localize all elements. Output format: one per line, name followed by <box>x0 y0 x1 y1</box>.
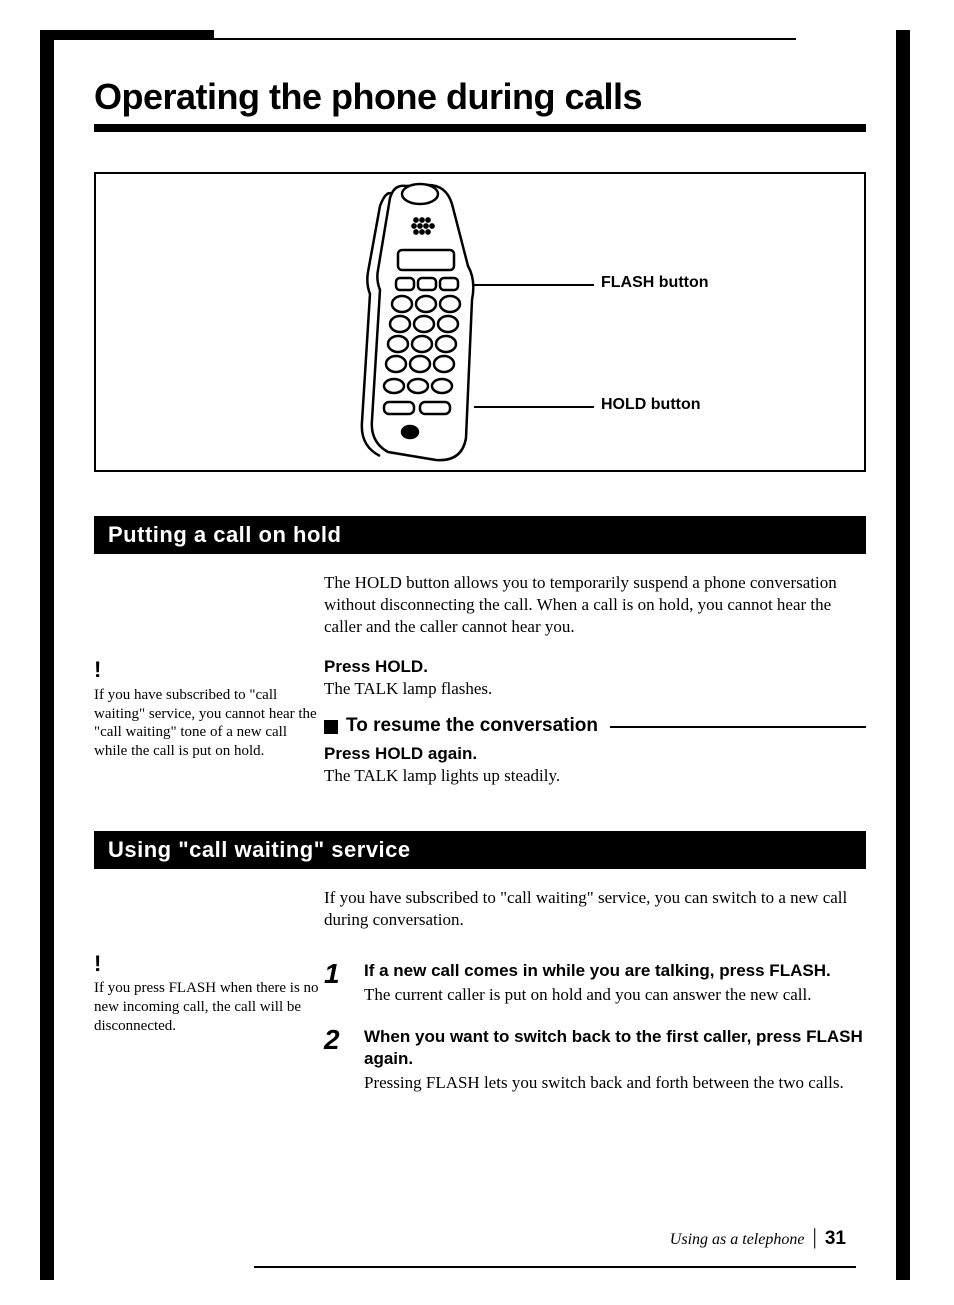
step1-body: The current caller is put on hold and yo… <box>364 984 866 1006</box>
callout-flash-label: FLASH button <box>601 274 709 292</box>
callout-line-hold <box>474 406 594 408</box>
step1-title: If a new call comes in while you are tal… <box>364 960 866 982</box>
step-2: 2 When you want to switch back to the fi… <box>324 1026 866 1094</box>
page-title: Operating the phone during calls <box>94 76 866 118</box>
bottom-rule <box>254 1266 856 1268</box>
section-heading-callwaiting: Using "call waiting" service <box>94 831 866 869</box>
callwaiting-sidenote: If you press FLASH when there is no new … <box>94 979 324 1035</box>
caution-mark-icon: ! <box>94 950 324 978</box>
title-underline <box>94 124 866 132</box>
page-footer: Using as a telephone | 31 <box>670 1224 846 1250</box>
top-rule-thin <box>214 38 796 40</box>
square-bullet-icon <box>324 720 338 734</box>
resume-heading-row: To resume the conversation <box>324 714 866 739</box>
press-hold-body: The TALK lamp flashes. <box>324 679 492 698</box>
step2-title: When you want to switch back to the firs… <box>364 1026 866 1070</box>
callout-hold-label: HOLD button <box>601 396 701 414</box>
resume-heading-line <box>610 726 866 728</box>
section-heading-hold: Putting a call on hold <box>94 516 866 554</box>
resume-body: The TALK lamp lights up steadily. <box>324 766 560 785</box>
callwaiting-intro: If you have subscribed to "call waiting"… <box>324 887 866 931</box>
resume-bold: Press HOLD again. <box>324 744 477 763</box>
resume-heading: To resume the conversation <box>346 714 598 739</box>
callout-line-flash <box>474 284 594 286</box>
caution-mark-icon: ! <box>94 656 324 684</box>
footer-page-number: 31 <box>825 1228 846 1249</box>
step-number: 2 <box>324 1026 350 1094</box>
step2-body: Pressing FLASH lets you switch back and … <box>364 1072 866 1094</box>
top-rule-thick <box>54 30 214 40</box>
hold-intro-text: The HOLD button allows you to temporaril… <box>324 572 866 638</box>
phone-diagram: FLASH button HOLD button <box>94 172 866 472</box>
step-1: 1 If a new call comes in while you are t… <box>324 960 866 1006</box>
press-hold-label: Press HOLD. <box>324 657 428 676</box>
footer-divider: | <box>812 1224 816 1249</box>
manual-page: Operating the phone during calls <box>40 30 910 1280</box>
step-number: 1 <box>324 960 350 1006</box>
hold-sidenote: If you have subscribed to "call waiting"… <box>94 686 324 761</box>
cordless-phone-icon <box>346 180 496 470</box>
footer-section: Using as a telephone <box>670 1231 805 1248</box>
